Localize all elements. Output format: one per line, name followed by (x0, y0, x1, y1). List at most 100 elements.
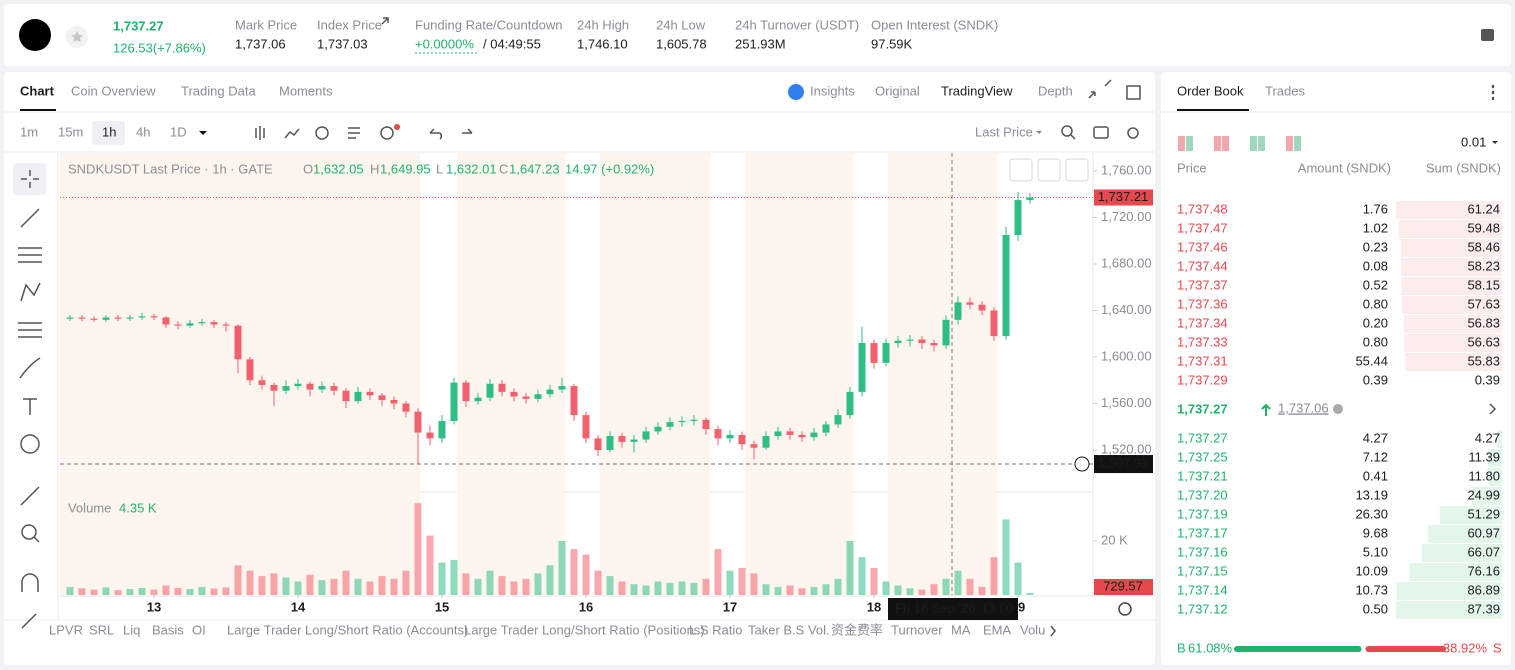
ob-price[interactable]: 1,737.29 (1177, 372, 1228, 387)
indicator[interactable]: 资金费率 (831, 622, 883, 637)
ob-amount: 4.27 (1363, 430, 1388, 445)
mark-price: 1,737.06 (1278, 400, 1329, 415)
indicator[interactable]: LPVR (49, 622, 83, 637)
indicator[interactable]: OI (192, 622, 206, 637)
indicator[interactable]: L.S Ratio (689, 622, 742, 637)
indicator[interactable]: Turnover (891, 622, 943, 637)
interval-active (92, 121, 125, 145)
ob-price[interactable]: 1,737.47 (1177, 220, 1228, 235)
ob-price[interactable]: 1,737.19 (1177, 506, 1228, 521)
view-icon[interactable] (1286, 136, 1293, 151)
scroll-arrow[interactable] (1050, 625, 1056, 637)
view-icon[interactable] (1222, 136, 1229, 151)
indicator[interactable]: EMA (983, 622, 1012, 637)
volume-bar (414, 503, 422, 595)
ob-price[interactable]: 1,737.36 (1177, 296, 1228, 311)
ob-sum: 60.97 (1467, 525, 1500, 540)
layout-icon[interactable] (1481, 29, 1494, 41)
view-icon[interactable] (1294, 136, 1301, 151)
view-icon[interactable] (1178, 136, 1185, 151)
tab[interactable]: Chart (20, 83, 55, 98)
interval[interactable]: 1h (102, 124, 116, 139)
indicator[interactable]: Volu (1020, 622, 1045, 637)
chart-button[interactable] (1065, 158, 1089, 182)
ob-price[interactable]: 1,737.15 (1177, 563, 1228, 578)
ob-price[interactable]: 1,737.17 (1177, 525, 1228, 540)
indicator[interactable]: Basis (152, 622, 184, 637)
ob-price[interactable]: 1,737.27 (1177, 430, 1228, 445)
ob-price[interactable]: 1,737.46 (1177, 239, 1228, 254)
interval[interactable]: 1D (170, 124, 187, 139)
ob-price[interactable]: 1,737.31 (1177, 353, 1228, 368)
view-icon[interactable] (1186, 136, 1193, 151)
candle-body (522, 396, 530, 399)
volume-bar (342, 570, 350, 595)
volume-bar (486, 570, 494, 595)
add-button[interactable] (1074, 456, 1090, 472)
ob-price[interactable]: 1,737.16 (1177, 544, 1228, 559)
ob-price[interactable]: 1,737.25 (1177, 449, 1228, 464)
ob-price[interactable]: 1,737.12 (1177, 601, 1228, 616)
stat-value: 1,746.10 (577, 36, 628, 51)
chart-button[interactable] (1009, 158, 1033, 182)
ob-price[interactable]: 1,737.44 (1177, 258, 1228, 273)
depth-bar (1396, 601, 1502, 619)
view-icon[interactable] (1250, 136, 1257, 151)
ob-price[interactable]: 1,737.34 (1177, 315, 1228, 330)
volume-bar (498, 576, 506, 595)
volume-bar (762, 584, 770, 595)
ohlc-value: 1,647.23 (509, 161, 560, 176)
drawing-tools[interactable] (13, 163, 46, 629)
indicator[interactable]: Liq (123, 622, 140, 637)
ob-tab[interactable]: Trades (1265, 83, 1305, 98)
depth-bar (1401, 277, 1502, 295)
volume-bar (474, 578, 482, 595)
precision[interactable]: 0.01 (1461, 134, 1486, 149)
tab[interactable]: Original (875, 83, 920, 98)
tab[interactable]: Insights (810, 83, 855, 98)
ob-sum: 61.24 (1467, 201, 1500, 216)
view-icon[interactable] (1214, 136, 1221, 151)
interval[interactable]: 4h (136, 124, 150, 139)
tab[interactable]: Moments (279, 83, 333, 98)
price-type[interactable]: Last Price (975, 124, 1033, 139)
indicator[interactable]: Large Trader Long/Short Ratio (Positions… (464, 622, 705, 637)
indicator[interactable]: SRL (89, 622, 114, 637)
view-icon[interactable] (1258, 136, 1265, 151)
stat-value: 1,737.03 (317, 36, 368, 51)
volume-bar (954, 570, 962, 595)
ob-price[interactable]: 1,737.21 (1177, 468, 1228, 483)
volume-bar (690, 582, 698, 595)
volume-bar (78, 588, 86, 595)
coin-logo (19, 19, 51, 51)
tab[interactable]: TradingView (941, 83, 1013, 98)
ob-sum: 55.83 (1467, 353, 1500, 368)
volume-bar (846, 541, 854, 595)
chevron[interactable] (1489, 403, 1497, 415)
ob-price[interactable]: 1,737.37 (1177, 277, 1228, 292)
chart-button[interactable] (1037, 158, 1061, 182)
tab[interactable]: Coin Overview (71, 83, 156, 98)
tab[interactable]: Trading Data (181, 83, 256, 98)
indicator[interactable]: Taker B.S Vol. (748, 622, 830, 637)
ob-price[interactable]: 1,737.33 (1177, 334, 1228, 349)
settings-icon[interactable] (1118, 602, 1132, 616)
ob-amount: 0.41 (1363, 468, 1388, 483)
x-tick-label: 13 (147, 599, 161, 614)
tab[interactable]: Depth (1038, 83, 1073, 98)
interval[interactable]: 1m (20, 124, 38, 139)
interval[interactable]: 15m (58, 124, 83, 139)
ohlc-key: H (370, 161, 379, 176)
volume-bar (858, 557, 866, 595)
candle-body (678, 420, 686, 423)
toolbar-icons[interactable] (255, 79, 1141, 140)
volume-bar (438, 562, 446, 595)
candle-body (666, 422, 674, 427)
ob-price[interactable]: 1,737.14 (1177, 582, 1228, 597)
ob-price[interactable]: 1,737.48 (1177, 201, 1228, 216)
indicator[interactable]: Large Trader Long/Short Ratio (Accounts) (227, 622, 468, 637)
ob-price[interactable]: 1,737.20 (1177, 487, 1228, 502)
ob-tab[interactable]: Order Book (1177, 83, 1244, 98)
candle-body (294, 383, 302, 387)
indicator[interactable]: MA (951, 622, 971, 637)
